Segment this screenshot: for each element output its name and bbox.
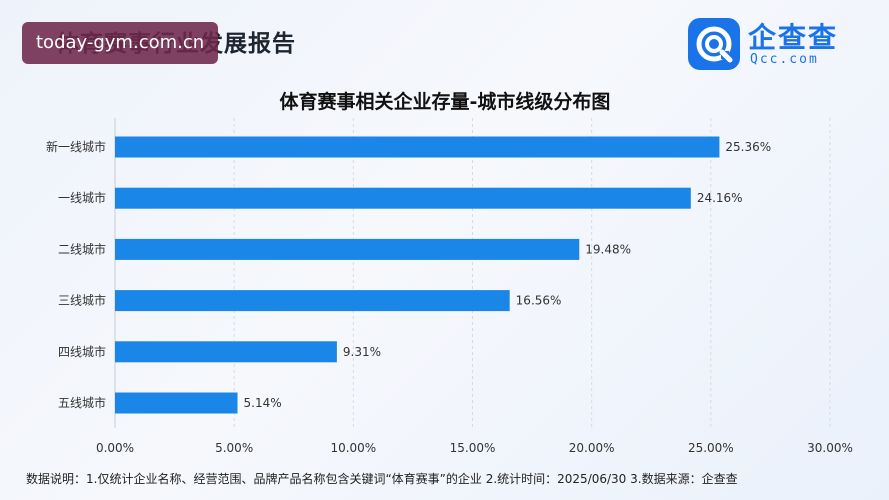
category-label: 三线城市 bbox=[58, 293, 106, 308]
x-tick-label: 20.00% bbox=[569, 441, 615, 455]
category-label: 新一线城市 bbox=[46, 139, 106, 154]
bar bbox=[115, 392, 238, 414]
x-tick-label: 5.00% bbox=[215, 441, 253, 455]
bar-chart: 体育赛事相关企业存量-城市线级分布图 0.00% 5.00% 10.00% 15.00… bbox=[46, 90, 853, 455]
data-label: 9.31% bbox=[343, 345, 381, 359]
category-label: 一线城市 bbox=[58, 190, 106, 205]
bar bbox=[115, 238, 580, 260]
category-label: 二线城市 bbox=[58, 241, 106, 256]
chart-title: 体育赛事相关企业存量-城市线级分布图 bbox=[280, 90, 611, 113]
bar bbox=[115, 136, 720, 158]
x-tick-label: 25.00% bbox=[688, 441, 734, 455]
watermark-overlay: today-gym.com.cn bbox=[22, 22, 219, 64]
bar bbox=[115, 187, 691, 209]
bar bbox=[115, 290, 510, 312]
data-label: 16.56% bbox=[516, 294, 562, 308]
x-tick-label: 0.00% bbox=[96, 441, 134, 455]
qcc-logo: 企查查 Qcc.com bbox=[688, 18, 868, 74]
logo-name: 企查查 bbox=[748, 21, 839, 54]
logo-domain: Qcc.com bbox=[750, 52, 819, 67]
bar bbox=[115, 341, 337, 363]
data-label: 24.16% bbox=[697, 191, 743, 205]
x-tick-label: 10.00% bbox=[330, 441, 376, 455]
bars bbox=[115, 136, 720, 414]
data-footnote: 数据说明：1.仅统计企业名称、经营范围、品牌产品名称包含关键词“体育赛事”的企业… bbox=[26, 472, 738, 486]
data-label: 25.36% bbox=[725, 140, 771, 154]
gridlines bbox=[114, 118, 831, 428]
category-label: 五线城市 bbox=[58, 395, 106, 410]
x-tick-label: 15.00% bbox=[450, 441, 496, 455]
labels: 0.00% 5.00% 10.00% 15.00% 20.00% 25.00% 30.00%… bbox=[46, 139, 853, 455]
qcc-logo-icon bbox=[688, 18, 740, 70]
data-label: 19.48% bbox=[585, 242, 631, 256]
data-label: 5.14% bbox=[244, 396, 282, 410]
x-tick-label: 30.00% bbox=[807, 441, 853, 455]
category-label: 四线城市 bbox=[58, 344, 106, 359]
